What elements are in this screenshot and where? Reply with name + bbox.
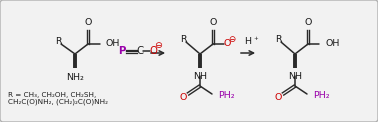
Text: ⊖: ⊖ <box>154 41 162 51</box>
Text: ⁺: ⁺ <box>253 36 258 45</box>
Text: CH₂C(O)NH₂, (CH₂)₂C(O)NH₂: CH₂C(O)NH₂, (CH₂)₂C(O)NH₂ <box>8 99 108 105</box>
Text: R: R <box>275 36 281 45</box>
Text: O: O <box>84 18 92 27</box>
Text: R = CH₃, CH₂OH, CH₂SH,: R = CH₃, CH₂OH, CH₂SH, <box>8 92 96 98</box>
Text: ⊖: ⊖ <box>228 35 236 44</box>
Text: OH: OH <box>106 40 120 49</box>
Text: C: C <box>136 46 144 56</box>
Text: NH: NH <box>193 72 207 81</box>
Text: P: P <box>118 46 126 56</box>
Text: OH: OH <box>325 40 339 49</box>
Text: O: O <box>304 18 312 27</box>
Text: R: R <box>180 36 186 45</box>
Text: PH₂: PH₂ <box>218 92 235 101</box>
Text: O: O <box>179 92 187 102</box>
Text: PH₂: PH₂ <box>313 92 330 101</box>
Text: O: O <box>149 46 157 56</box>
Text: O: O <box>223 40 231 49</box>
Text: NH₂: NH₂ <box>66 73 84 82</box>
Text: H: H <box>245 37 251 46</box>
Text: O: O <box>209 18 217 27</box>
Text: NH: NH <box>288 72 302 81</box>
Text: R: R <box>55 37 61 46</box>
Text: O: O <box>274 92 282 102</box>
